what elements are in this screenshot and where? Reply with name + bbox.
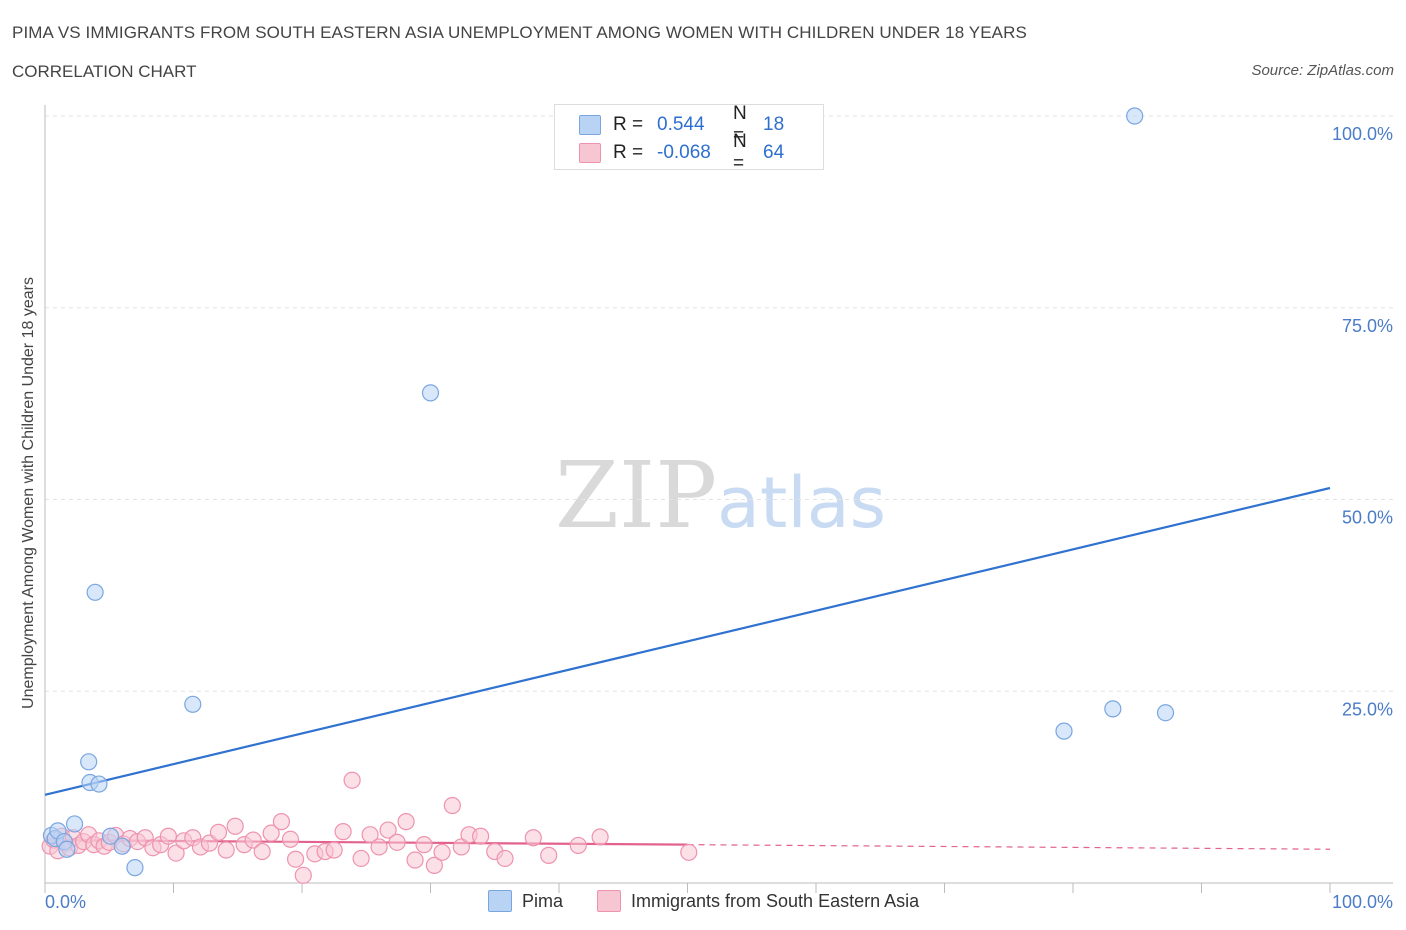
legend-row-pima: R = 0.544 N = 18: [579, 103, 785, 146]
immigrants-point: [294, 866, 312, 884]
r-label: R =: [613, 142, 644, 163]
data-points: [41, 107, 1175, 884]
gridlines: [45, 115, 1393, 692]
axes: [44, 105, 1393, 893]
legend-item-pima[interactable]: Pima: [488, 890, 563, 912]
immigrants-point: [244, 831, 262, 849]
pima-point: [58, 840, 76, 858]
series-legend: Pima Immigrants from South Eastern Asia: [488, 890, 953, 912]
immigrants-point: [433, 843, 451, 861]
pima-point: [184, 695, 202, 713]
r-label: R =: [613, 114, 644, 135]
immigrants-point: [680, 843, 698, 861]
r-value: -0.068: [657, 142, 711, 163]
pima-point: [80, 753, 98, 771]
immigrants-point: [591, 828, 609, 846]
immigrants-point: [388, 833, 406, 851]
immigrants-point: [209, 823, 228, 841]
immigrants-point: [370, 838, 388, 856]
pima-point: [1156, 704, 1175, 722]
immigrants-point: [352, 849, 370, 868]
watermark-atlas: atlas: [717, 462, 886, 544]
chart-subtitle: CORRELATION CHART: [12, 62, 197, 81]
y-tick-label: 100.0%: [1332, 124, 1393, 144]
y-axis-label: Unemployment Among Women with Children U…: [20, 277, 37, 709]
immigrants-point: [253, 842, 271, 861]
immigrants-point: [159, 827, 177, 845]
immigrants-point: [524, 829, 542, 847]
immigrants-point: [379, 821, 397, 839]
immigrants-point: [262, 824, 280, 842]
immigrants-point: [443, 796, 461, 815]
pima-point: [86, 583, 104, 601]
pima-point: [126, 859, 144, 877]
legend-item-immigrants[interactable]: Immigrants from South Eastern Asia: [597, 890, 919, 912]
immigrants-point: [569, 836, 587, 855]
correlation-legend: R = 0.544 N = 18 R = -0.068 N = 64: [554, 103, 824, 174]
trend-line-immigrants-extrapolated: [687, 844, 1331, 850]
pima-point: [1104, 700, 1122, 718]
immigrants-point: [226, 817, 244, 835]
immigrants-point: [397, 813, 415, 831]
x-tick-min: 0.0%: [45, 892, 86, 912]
immigrants-point: [343, 771, 361, 789]
immigrants-point: [334, 823, 352, 841]
x-tick-max: 100.0%: [1332, 892, 1393, 912]
y-tick-label: 50.0%: [1342, 508, 1393, 528]
immigrants-point: [217, 841, 235, 859]
immigrants-point: [496, 849, 514, 868]
n-label: N =: [733, 103, 747, 146]
immigrants-point: [286, 850, 305, 868]
immigrants-point: [361, 826, 379, 844]
immigrants-point: [415, 836, 433, 854]
immigrants-legend-swatch: [597, 890, 622, 912]
n-value: 18: [763, 114, 785, 135]
pima-legend-swatch: [488, 890, 512, 912]
pima-point: [65, 815, 84, 833]
y-tick-label: 75.0%: [1342, 316, 1393, 336]
source-label: Source: ZipAtlas.com: [1251, 62, 1394, 79]
pima-point: [421, 384, 440, 402]
watermark-zip: ZIP: [555, 442, 717, 549]
pima-point: [1055, 722, 1073, 740]
legend-label-immigrants: Immigrants from South Eastern Asia: [631, 890, 920, 911]
legend-row-immigrants: R = -0.068 N = 64: [579, 131, 785, 174]
n-value: 64: [763, 142, 785, 163]
pima-point: [90, 775, 108, 793]
pima-point: [113, 837, 131, 855]
n-label: N =: [733, 131, 747, 174]
pima-point: [1126, 107, 1144, 125]
y-tick-label: 25.0%: [1342, 699, 1393, 719]
r-value: 0.544: [657, 114, 705, 135]
immigrants-point: [281, 830, 300, 848]
immigrants-point: [406, 851, 424, 869]
immigrants-point: [472, 827, 490, 845]
immigrants-point: [325, 841, 343, 859]
legend-label-pima: Pima: [522, 890, 564, 911]
immigrants-point: [272, 813, 291, 831]
immigrants-point: [452, 838, 470, 856]
pima-point: [101, 827, 120, 845]
chart-title: PIMA VS IMMIGRANTS FROM SOUTH EASTERN AS…: [12, 23, 1027, 42]
immigrants-point: [167, 844, 185, 862]
immigrants-point: [540, 846, 558, 864]
trend-line-pima: [44, 486, 1331, 796]
immigrants-point: [425, 856, 443, 874]
pima-swatch: [579, 115, 601, 135]
immigrants-swatch: [579, 143, 601, 163]
